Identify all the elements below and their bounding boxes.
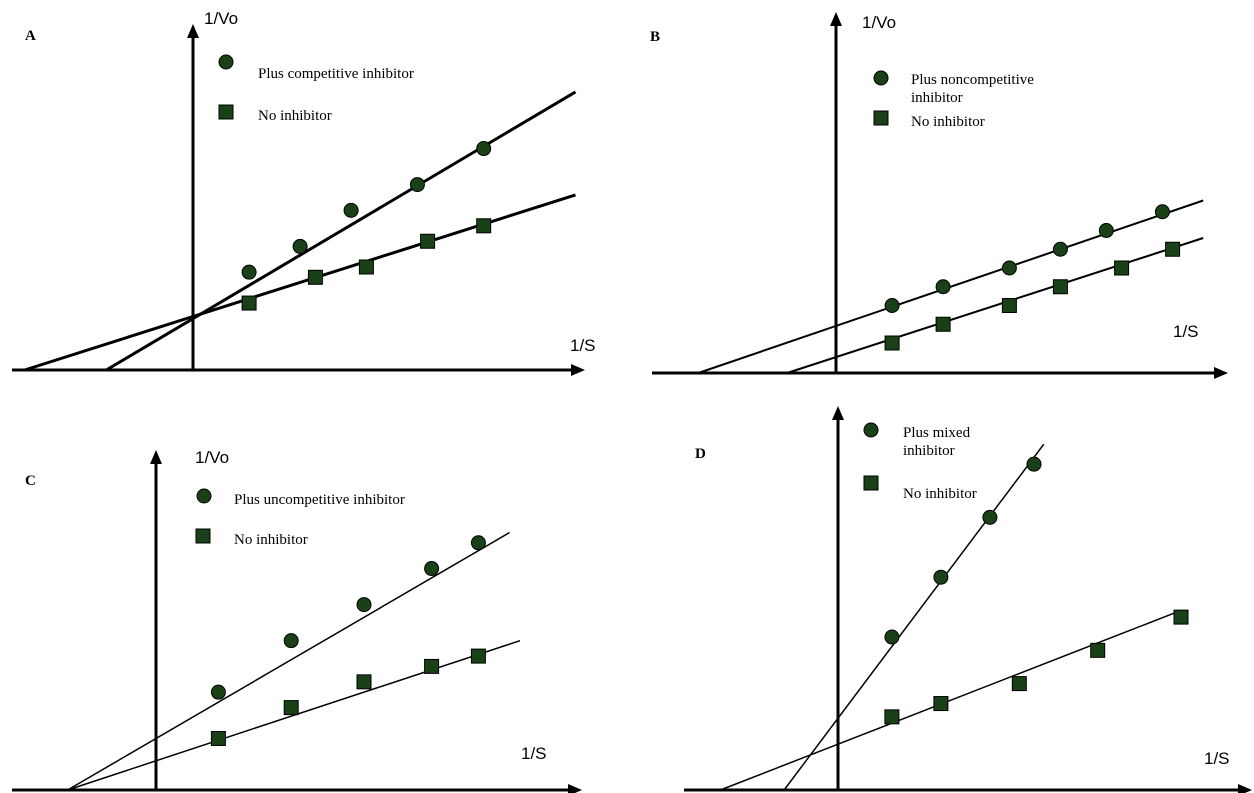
panel-c-y-label: 1/Vo: [195, 448, 229, 467]
panel-b-no-inhibitor-point: [1052, 279, 1068, 295]
panel-b-inhibitor-point: [935, 279, 951, 295]
panel-b-inhibitor-point: [1052, 241, 1068, 257]
panel-c: C 1/S 1/Vo Plus uncompetitive inhibitor No i…: [12, 448, 582, 793]
panel-d-no-inhibitor-point: [1090, 642, 1106, 658]
panel-d-no-inhibitor-point: [1173, 609, 1189, 625]
panel-c-legend-no-inhibitor-label: No inhibitor: [234, 532, 308, 548]
panel-a-no-inhibitor-line: [24, 193, 576, 372]
panel-b-no-inhibitor-point: [935, 316, 951, 332]
panel-a-no-inhibitor-point: [358, 259, 374, 275]
panel-c-no-inhibitor-line: [67, 639, 521, 791]
panel-c-inhibitor-line: [67, 531, 510, 791]
panel-a-y-axis-arrow: [187, 24, 199, 38]
panel-a-legend-inhibitor-marker: [218, 54, 234, 70]
panel-c-inhibitor-point: [356, 597, 372, 613]
panel-d-x-label: 1/S: [1204, 749, 1230, 768]
panel-a-x-label: 1/S: [570, 336, 596, 355]
panel-b-legend-inhibitor-marker: [873, 70, 889, 86]
panel-a-no-inhibitor-point: [476, 218, 492, 234]
panel-c-legend-inhibitor-label: Plus uncompetitive inhibitor: [234, 492, 405, 508]
panel-d-legend-inhibitor-marker: [863, 422, 879, 438]
panel-d-y-axis-arrow: [832, 406, 844, 420]
panel-b-y-axis-arrow: [830, 12, 842, 26]
panel-d-inhibitor-point: [884, 629, 900, 645]
panel-a-y-label: 1/Vo: [204, 9, 238, 28]
panel-a-x-axis-arrow: [571, 364, 585, 376]
panel-c-inhibitor-point: [424, 561, 440, 577]
panel-b-legend-inhibitor-label: Plus noncompetitive inhibitor: [911, 72, 1034, 106]
panel-c-letter: C: [25, 473, 36, 489]
panel-d-letter: D: [695, 446, 706, 462]
panel-b-no-inhibitor-point: [1114, 260, 1130, 276]
panel-a-inhibitor-point: [476, 141, 492, 157]
panel-a-inhibitor-point: [343, 202, 359, 218]
panel-a-no-inhibitor-point: [420, 233, 436, 249]
panel-b-no-inhibitor-point: [1165, 241, 1181, 257]
panel-a-inhibitor-point: [241, 264, 257, 280]
panel-b-legend-no-inhibitor-marker: [873, 110, 889, 126]
panel-c-no-inhibitor-point: [283, 700, 299, 716]
panel-d-inhibitor-line: [783, 443, 1045, 791]
panel-a-inhibitor-point: [409, 177, 425, 193]
panel-b-inhibitor-point: [1098, 223, 1114, 238]
panel-b-x-label: 1/S: [1173, 322, 1199, 341]
panel-a: A 1/S 1/Vo Plus competitive inhibitor No inh…: [12, 9, 596, 376]
panel-b-no-inhibitor-point: [1001, 298, 1017, 313]
panel-c-legend-inhibitor-marker: [196, 488, 212, 504]
panel-c-no-inhibitor-point: [356, 674, 372, 690]
panel-d-no-inhibitor-line: [720, 609, 1182, 791]
panel-b-legend-no-inhibitor-label: No inhibitor: [911, 114, 985, 130]
panel-c-y-axis-arrow: [150, 450, 162, 464]
panel-a-legend-inhibitor-label: Plus competitive inhibitor: [258, 66, 414, 82]
panel-c-no-inhibitor-point: [470, 648, 486, 664]
panel-b-inhibitor-point: [884, 298, 900, 313]
panel-b-inhibitor-point: [1001, 260, 1017, 276]
panel-c-legend-no-inhibitor-marker: [195, 528, 211, 544]
panel-d-no-inhibitor-point: [884, 709, 900, 725]
panel-a-legend-no-inhibitor-marker: [218, 104, 234, 120]
panel-c-inhibitor-point: [210, 684, 226, 700]
panel-c-inhibitor-point: [283, 633, 299, 649]
panel-d-legend-inhibitor-label: Plus mixed inhibitor: [903, 425, 971, 459]
panel-d-inhibitor-point: [982, 509, 998, 525]
panel-d-inhibitor-point: [933, 569, 949, 585]
panel-a-legend-no-inhibitor-label: No inhibitor: [258, 108, 332, 124]
panel-a-inhibitor-line: [105, 90, 577, 372]
panel-b-y-label: 1/Vo: [862, 13, 896, 32]
panel-d-legend-no-inhibitor-marker: [863, 475, 879, 491]
panel-d-inhibitor-point: [1026, 456, 1042, 472]
panel-a-no-inhibitor-point: [307, 269, 323, 285]
panel-d: D 1/S Plus mixed inhibitor No inhibitor: [684, 406, 1252, 793]
panel-c-x-axis-arrow: [568, 784, 582, 793]
panel-d-no-inhibitor-point: [1011, 676, 1027, 692]
panel-d-x-axis-arrow: [1238, 784, 1252, 793]
panel-c-x-label: 1/S: [521, 744, 547, 763]
panel-d-legend-no-inhibitor-label: No inhibitor: [903, 486, 977, 502]
panel-c-no-inhibitor-point: [210, 731, 226, 746]
panel-a-letter: A: [25, 28, 36, 44]
panel-a-no-inhibitor-point: [241, 295, 257, 311]
panel-b-x-axis-arrow: [1214, 367, 1228, 379]
panel-b-no-inhibitor-point: [884, 335, 900, 351]
panel-b-inhibitor-point: [1154, 204, 1170, 220]
panel-a-inhibitor-point: [292, 238, 308, 254]
panel-c-no-inhibitor-point: [424, 658, 440, 674]
panel-b-inhibitor-line: [697, 199, 1204, 374]
panel-b-no-inhibitor-line: [786, 237, 1204, 374]
panel-b-letter: B: [650, 29, 660, 45]
panel-c-inhibitor-point: [470, 535, 486, 551]
panel-d-no-inhibitor-point: [933, 696, 949, 712]
panel-b: B 1/S 1/Vo Plus noncompetitive inhibitor No i…: [650, 12, 1228, 379]
